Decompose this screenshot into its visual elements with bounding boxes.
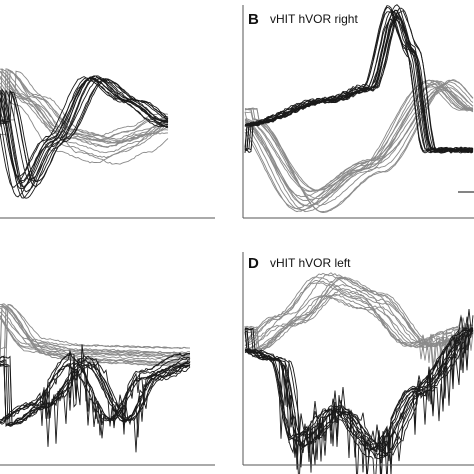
trace xyxy=(0,305,191,355)
trace xyxy=(244,330,474,474)
trace xyxy=(244,79,474,213)
trace xyxy=(244,4,474,154)
trace xyxy=(244,279,474,354)
trace xyxy=(0,71,169,148)
trace xyxy=(0,78,169,183)
trace xyxy=(244,276,474,357)
trace xyxy=(244,272,473,363)
panel-letter: B xyxy=(248,11,259,28)
trace xyxy=(0,82,168,142)
trace xyxy=(244,309,474,474)
trace xyxy=(244,79,474,213)
trace xyxy=(0,68,169,140)
trace xyxy=(0,364,191,435)
trace xyxy=(244,9,474,153)
trace xyxy=(0,77,169,199)
trace xyxy=(0,70,169,159)
trace xyxy=(244,86,474,193)
trace xyxy=(0,349,191,436)
trace xyxy=(0,76,169,137)
trace xyxy=(0,68,169,154)
trace xyxy=(0,75,169,187)
trace xyxy=(244,79,474,213)
trace xyxy=(0,303,191,350)
panel-letter: D xyxy=(248,255,259,272)
trace xyxy=(244,327,474,474)
trace xyxy=(244,292,474,367)
trace xyxy=(0,76,169,188)
traces xyxy=(0,4,474,474)
panel-title: vHIT hVOR left xyxy=(270,256,351,270)
trace xyxy=(0,364,191,428)
panel-title: vHIT hVOR right xyxy=(270,12,358,26)
trace xyxy=(0,317,191,361)
trace xyxy=(0,78,169,188)
trace xyxy=(0,75,169,193)
trace xyxy=(0,359,191,425)
trace xyxy=(0,344,191,425)
trace xyxy=(0,303,191,365)
trace xyxy=(0,68,169,144)
trace xyxy=(244,295,474,351)
trace xyxy=(244,7,474,154)
trace xyxy=(244,329,474,473)
trace xyxy=(244,316,474,474)
trace xyxy=(0,68,169,144)
trace xyxy=(0,77,169,198)
trace xyxy=(244,284,474,366)
trace xyxy=(0,77,169,185)
trace xyxy=(244,328,474,457)
trace xyxy=(0,354,191,425)
trace xyxy=(244,81,474,206)
trace xyxy=(244,295,474,361)
trace xyxy=(244,86,474,198)
trace xyxy=(0,362,191,438)
trace xyxy=(0,307,191,358)
trace xyxy=(0,318,191,359)
